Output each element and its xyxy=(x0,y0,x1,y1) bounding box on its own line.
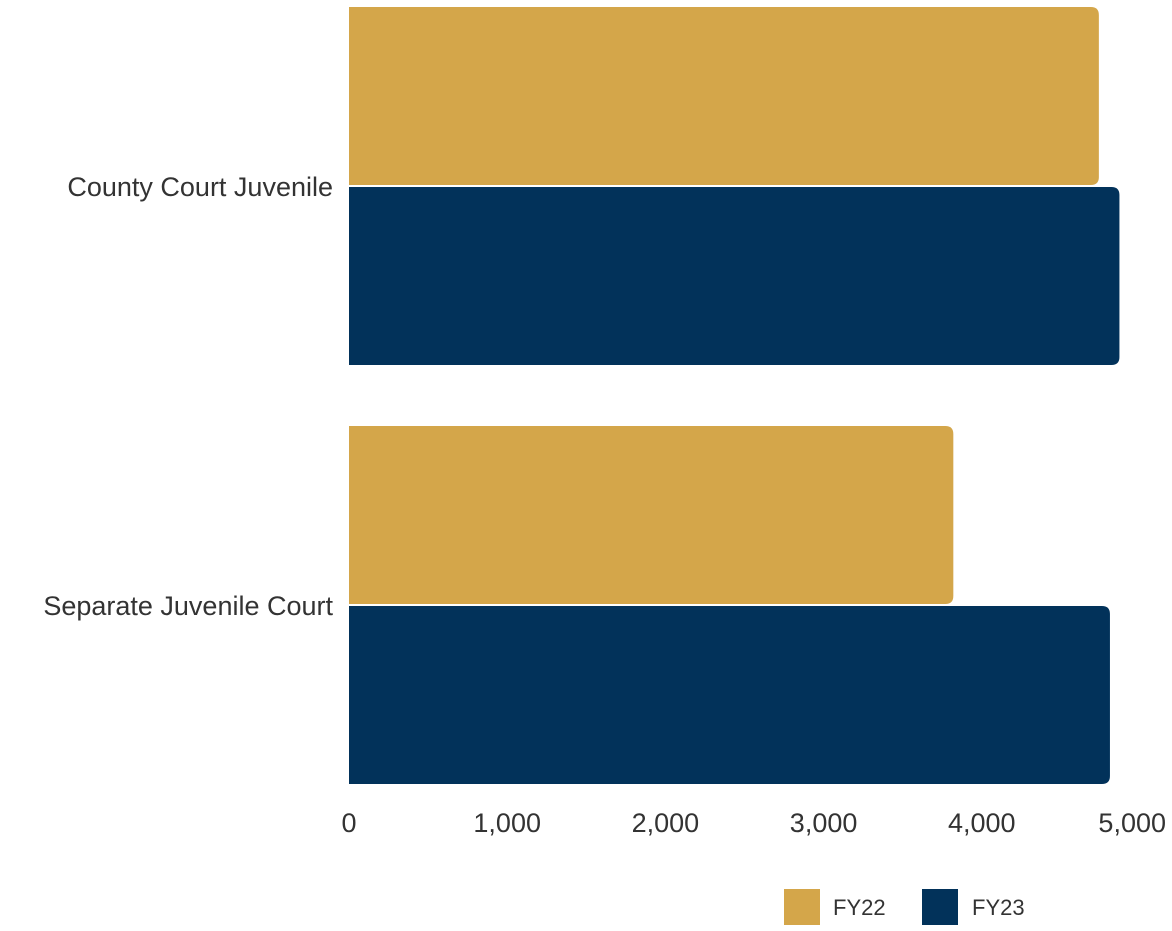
legend-label-fy23: FY23 xyxy=(972,895,1025,920)
x-tick-label-0: 0 xyxy=(341,808,356,838)
bar-county-court-juvenile-fy22 xyxy=(349,7,1099,185)
x-tick-label-1000: 1,000 xyxy=(473,808,541,838)
category-label-county-court-juvenile: County Court Juvenile xyxy=(67,172,333,202)
x-tick-label-5000: 5,000 xyxy=(1098,808,1166,838)
category-label-separate-juvenile-court: Separate Juvenile Court xyxy=(43,591,333,621)
legend-swatch-fy22 xyxy=(784,889,820,925)
x-tick-label-2000: 2,000 xyxy=(632,808,700,838)
legend: FY22 FY23 xyxy=(784,889,1025,925)
x-axis-ticks: 0 1,000 2,000 3,000 4,000 5,000 xyxy=(341,808,1166,838)
legend-label-fy22: FY22 xyxy=(833,895,886,920)
x-tick-label-4000: 4,000 xyxy=(948,808,1016,838)
x-tick-label-3000: 3,000 xyxy=(790,808,858,838)
bars-layer xyxy=(349,7,1120,784)
bar-separate-juvenile-court-fy22 xyxy=(349,426,954,604)
bar-county-court-juvenile-fy23 xyxy=(349,187,1120,365)
bar-separate-juvenile-court-fy23 xyxy=(349,606,1110,784)
legend-swatch-fy23 xyxy=(922,889,958,925)
category-labels: County Court Juvenile Separate Juvenile C… xyxy=(43,172,333,621)
